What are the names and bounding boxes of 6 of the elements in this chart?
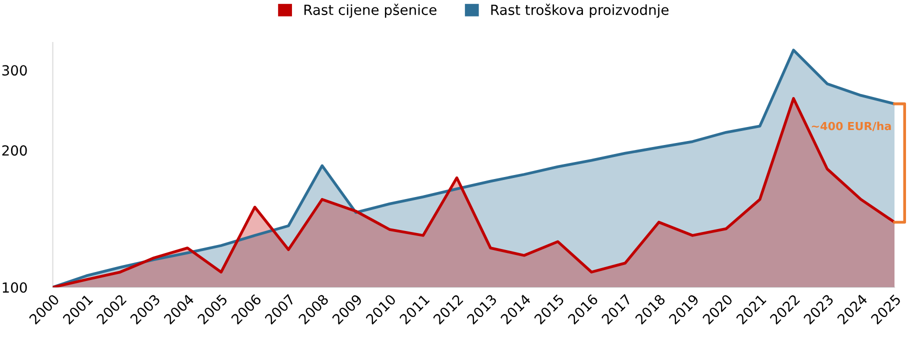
legend-label: Rast troškova proizvodnje: [491, 4, 668, 18]
y-tick-label: 100: [2, 282, 27, 293]
y-tick-label: 200: [2, 145, 27, 156]
y-tick-label: 300: [2, 65, 27, 76]
annotation: ~400 EUR/ha: [812, 122, 891, 132]
legend-label: Rast cijene pšenice: [304, 4, 436, 18]
